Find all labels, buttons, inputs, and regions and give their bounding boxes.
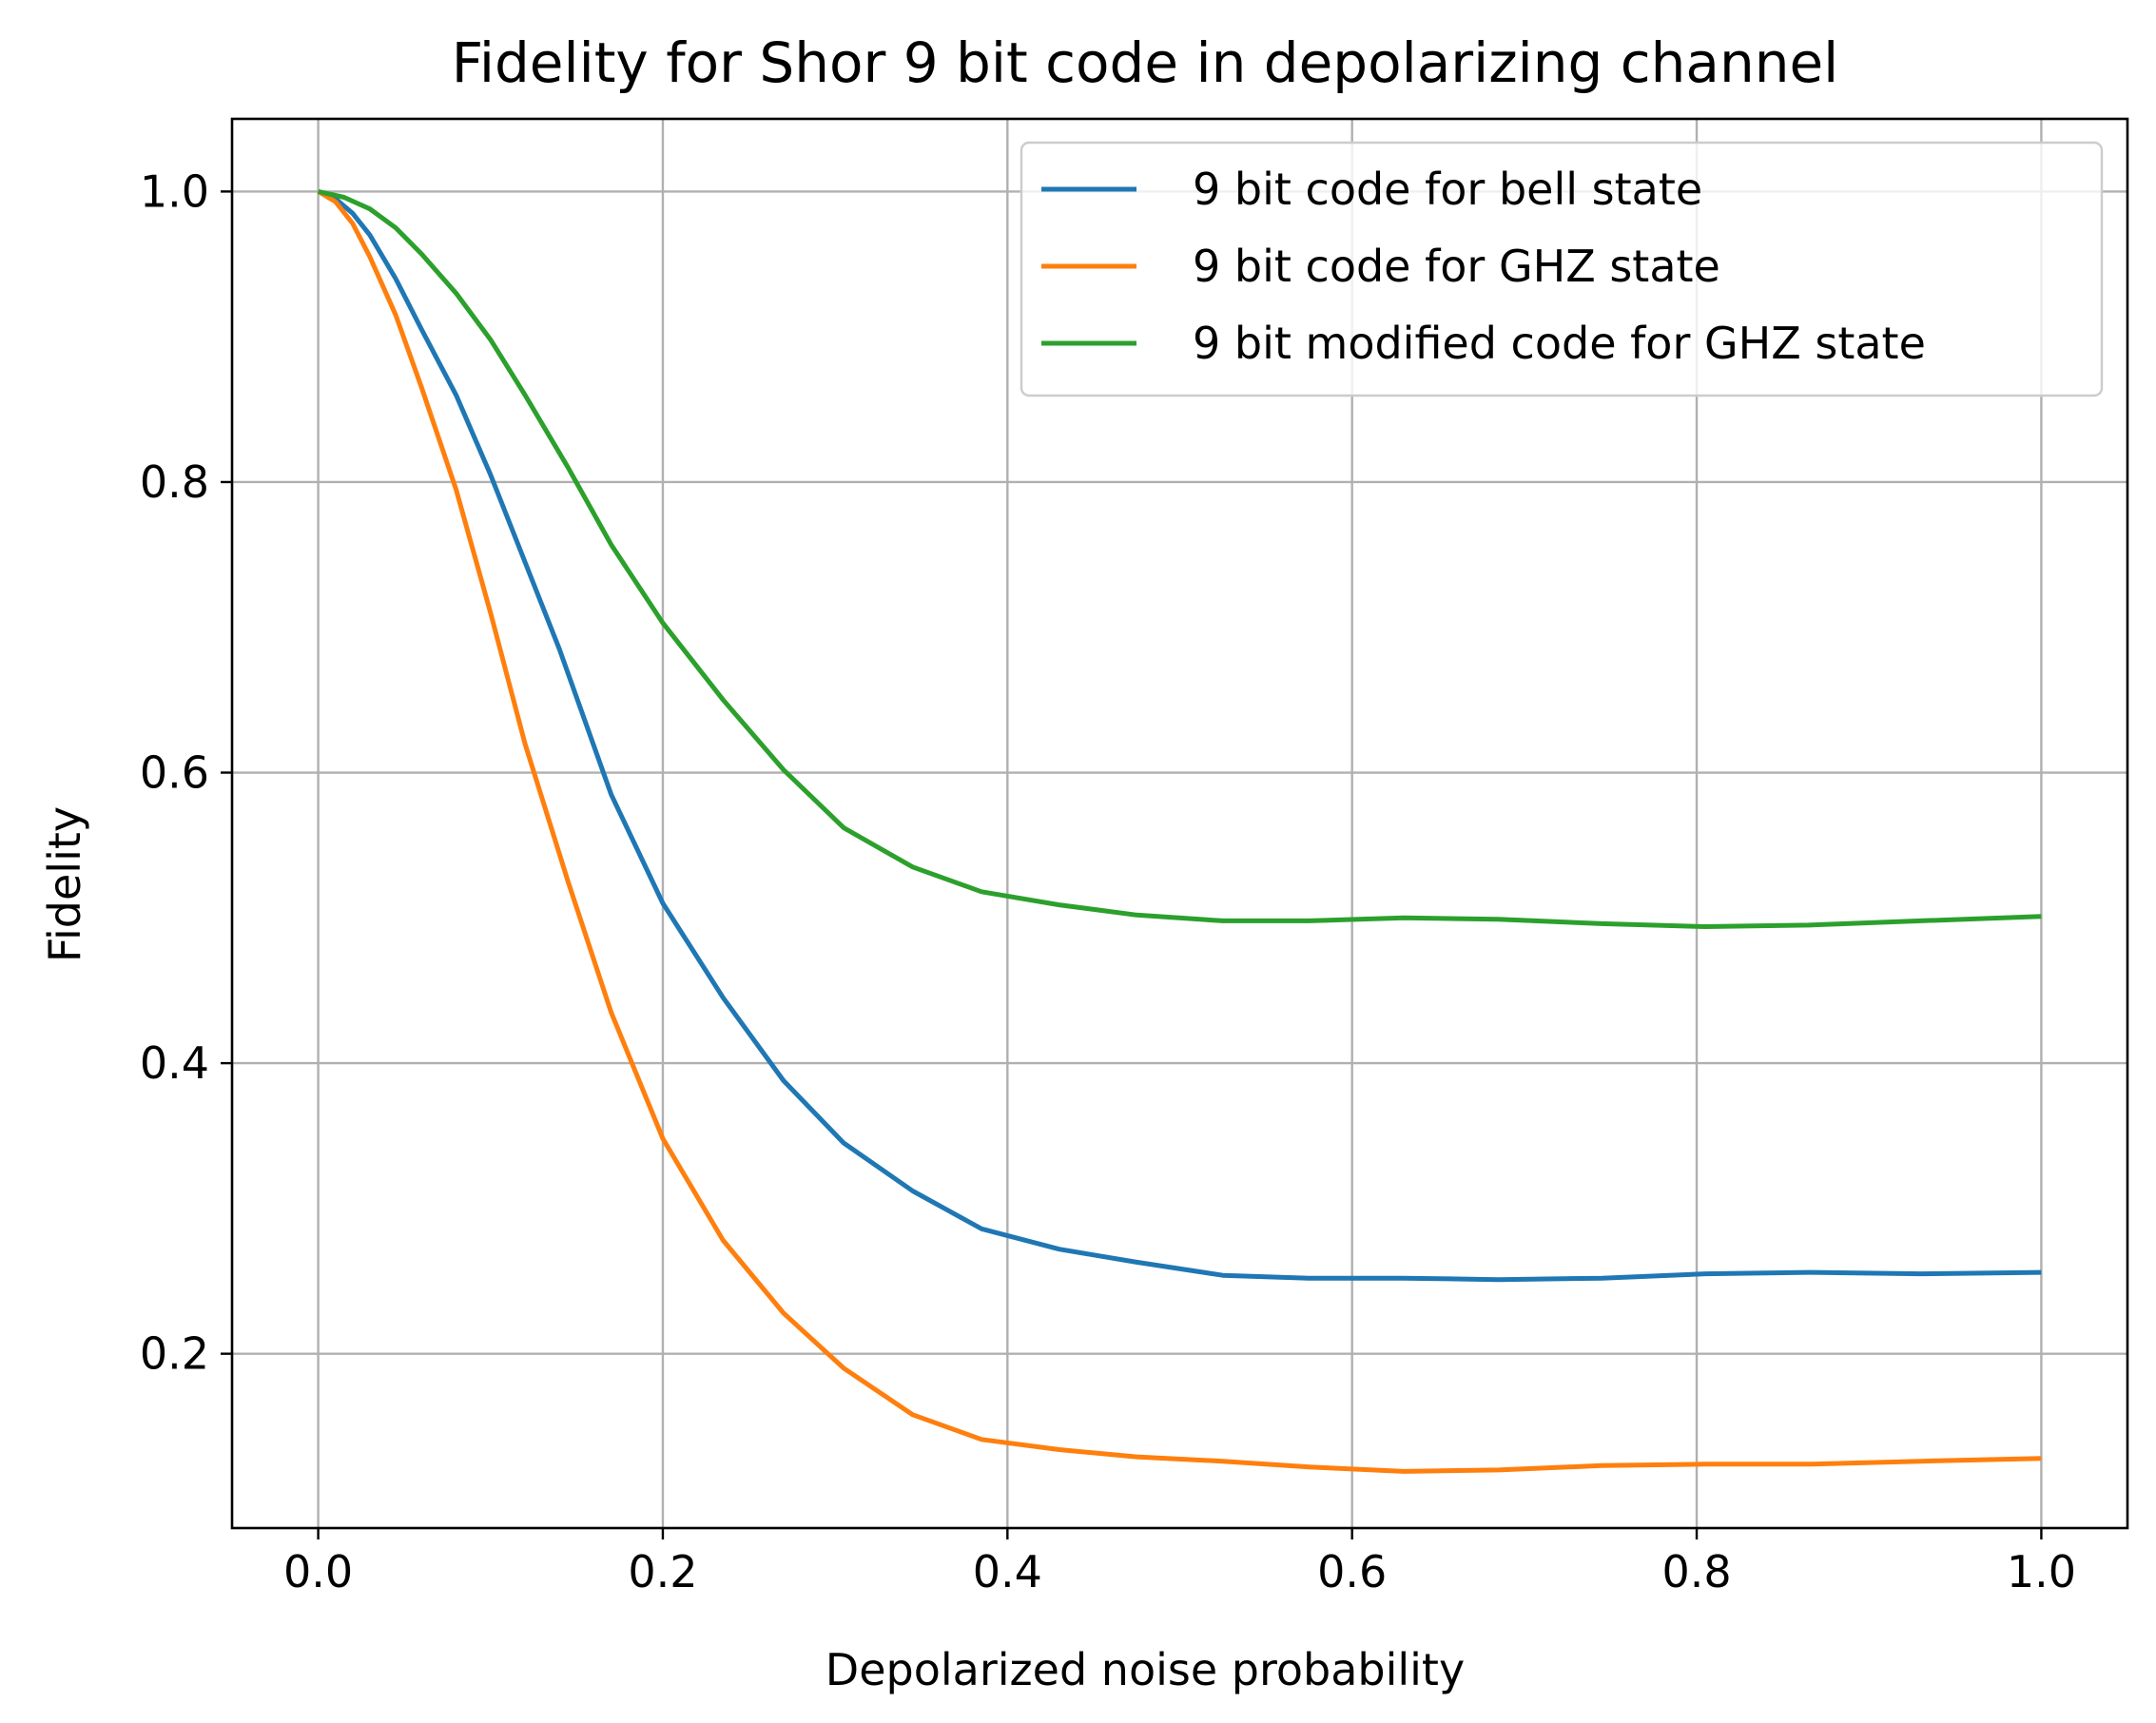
x-tick-label: 0.6 [1317,1546,1387,1597]
x-tick-label: 0.0 [283,1546,353,1597]
y-tick-label: 1.0 [140,165,209,217]
x-axis-label: Depolarized noise probability [825,1644,1465,1695]
plot-frame [230,117,2129,1530]
y-tick-label: 0.8 [140,456,209,508]
x-tick-label: 0.2 [628,1546,697,1597]
legend-entry-ghz: 9 bit code for GHZ state [1193,241,1720,292]
series-layer [317,188,2042,1474]
chart-title: Fidelity for Shor 9 bit code in depolari… [452,30,1839,95]
y-tick-label: 0.6 [140,747,209,799]
x-axis-ticks: 0.0 0.2 0.4 0.6 0.8 1.0 [283,1528,2076,1597]
x-tick-label: 0.4 [973,1546,1042,1597]
y-tick-label: 0.2 [140,1328,209,1380]
y-tick-label: 0.4 [140,1037,209,1089]
legend-box [1020,141,2104,397]
series-line-bell [317,189,2042,1283]
x-tick-label: 0.8 [1661,1546,1731,1597]
legend-entry-modified-ghz: 9 bit modified code for GHZ state [1193,318,1926,369]
legend: 9 bit code for bell state 9 bit code for… [1020,141,2104,397]
series-line-ghz [317,189,2042,1474]
x-tick-label: 1.0 [2007,1546,2076,1597]
y-axis-ticks: 0.2 0.4 0.6 0.8 1.0 [140,165,232,1380]
series-line-modified-ghz [318,188,2042,929]
y-axis-label: Fidelity [39,806,90,962]
legend-entry-bell: 9 bit code for bell state [1193,164,1702,215]
